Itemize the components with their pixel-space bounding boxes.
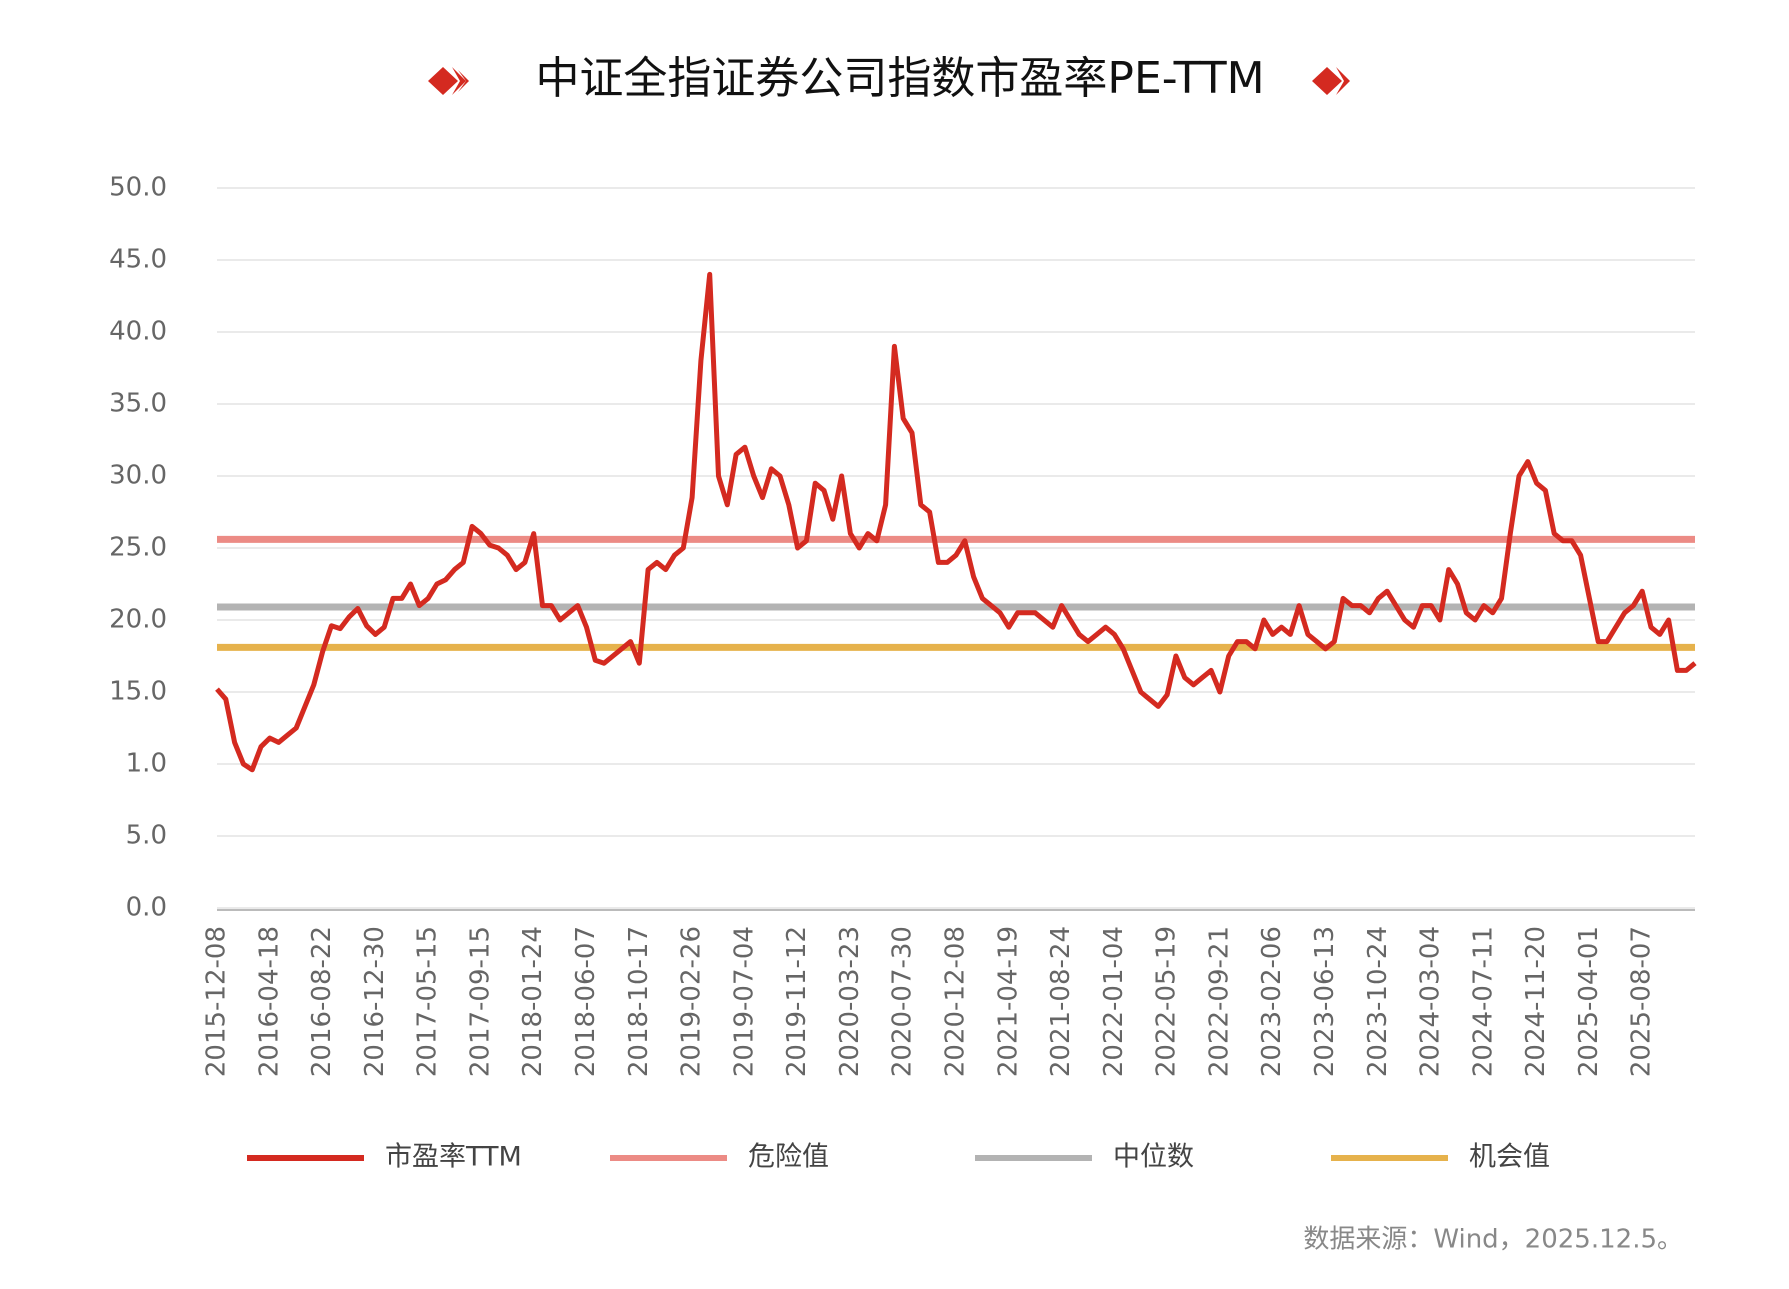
y-tick-label: 40.0: [109, 317, 167, 347]
x-tick-label: 2019-07-04: [729, 926, 759, 1077]
x-tick-label: 2016-12-30: [360, 926, 390, 1077]
y-tick-label: 5.0: [126, 821, 167, 851]
legend-label: 危险值: [748, 1142, 829, 1173]
x-tick-label: 2023-10-24: [1363, 926, 1393, 1077]
x-tick-label: 2025-04-01: [1574, 926, 1604, 1077]
y-tick-label: 50.0: [109, 173, 167, 203]
x-tick-label: 2019-02-26: [677, 926, 707, 1077]
y-tick-label: 45.0: [109, 245, 167, 275]
title-ornament: [428, 67, 1350, 95]
x-tick-label: 2018-01-24: [518, 926, 548, 1077]
y-tick-label: 30.0: [109, 461, 167, 491]
x-tick-label: 2022-05-19: [1152, 926, 1182, 1077]
x-tick-label: 2023-06-13: [1310, 926, 1340, 1077]
y-tick-label: 15.0: [109, 677, 167, 707]
x-tick-label: 2017-09-15: [465, 926, 495, 1077]
series-line: [215, 271, 1697, 773]
y-tick-label: 35.0: [109, 389, 167, 419]
x-tick-label: 2018-06-07: [571, 926, 601, 1077]
legend-label: 中位数: [1113, 1142, 1194, 1173]
x-tick-label: 2020-07-30: [888, 926, 918, 1077]
x-tick-label: 2021-08-24: [1046, 926, 1076, 1077]
x-tick-label: 2019-11-12: [782, 926, 812, 1077]
x-tick-label: 2025-08-07: [1627, 926, 1657, 1077]
x-tick-label: 2022-01-04: [1099, 926, 1129, 1077]
x-tick-label: 2023-02-06: [1257, 926, 1287, 1077]
x-tick-label: 2024-07-11: [1468, 926, 1498, 1077]
x-tick-label: 2024-03-04: [1416, 926, 1446, 1077]
legend-label: 机会值: [1469, 1142, 1550, 1173]
x-tick-label: 2016-04-18: [254, 926, 284, 1077]
x-tick-label: 2020-03-23: [835, 926, 865, 1077]
source-note: 数据来源：Wind，2025.12.5。: [1303, 1225, 1683, 1255]
x-tick-label: 2018-10-17: [624, 926, 654, 1077]
x-tick-label: 2015-12-08: [202, 926, 232, 1077]
x-tick-label: 2024-11-20: [1521, 926, 1551, 1077]
y-tick-label: 0.0: [126, 893, 167, 923]
x-tick-label: 2021-04-19: [993, 926, 1023, 1077]
y-tick-label: 1.0: [126, 749, 167, 779]
x-tick-label: 2020-12-08: [941, 926, 971, 1077]
x-tick-label: 2017-05-15: [413, 926, 443, 1077]
legend-label: 市盈率TTM: [385, 1142, 522, 1173]
y-tick-label: 25.0: [109, 533, 167, 563]
chart-title: 中证全指证券公司指数市盈率PE-TTM: [535, 53, 1264, 104]
y-tick-label: 20.0: [109, 605, 167, 635]
x-tick-label: 2022-09-21: [1204, 926, 1234, 1077]
x-tick-label: 2016-08-22: [307, 926, 337, 1077]
